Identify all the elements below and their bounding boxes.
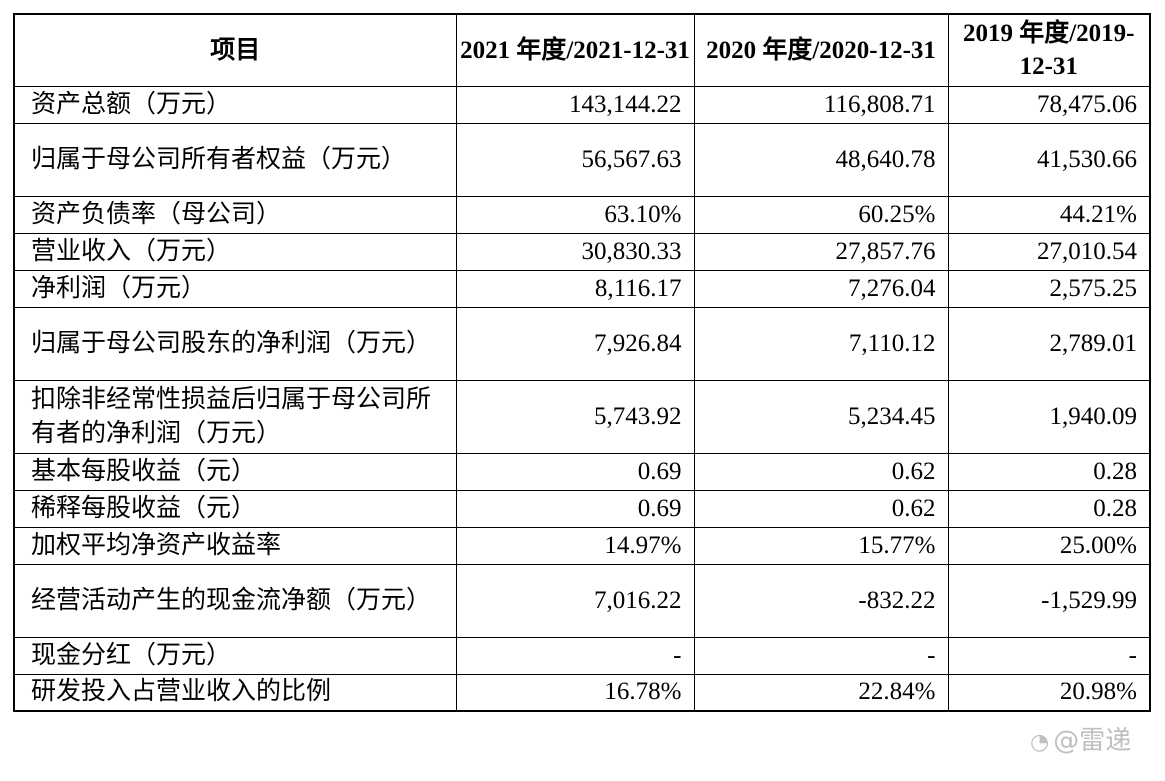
table-row: 营业收入（万元） 30,830.33 27,857.76 27,010.54 bbox=[13, 232, 1151, 271]
row-label: 研发投入占营业收入的比例 bbox=[13, 673, 457, 712]
value-2019: 44.21% bbox=[947, 195, 1151, 234]
row-label: 稀释每股收益（元） bbox=[13, 489, 457, 528]
header-item: 项目 bbox=[13, 13, 457, 87]
financial-summary-table: 项目 2021 年度/2021-12-31 2020 年度/2020-12-31… bbox=[13, 13, 1151, 712]
table-row: 经营活动产生的现金流净额（万元） 7,016.22 -832.22 -1,529… bbox=[13, 563, 1151, 638]
table-row: 净利润（万元） 8,116.17 7,276.04 2,575.25 bbox=[13, 269, 1151, 308]
table-row: 资产总额（万元） 143,144.22 116,808.71 78,475.06 bbox=[13, 85, 1151, 124]
row-label: 经营活动产生的现金流净额（万元） bbox=[13, 563, 457, 638]
value-2020: 48,640.78 bbox=[693, 122, 949, 197]
value-2021: 0.69 bbox=[455, 452, 695, 491]
row-label: 归属于母公司所有者权益（万元） bbox=[13, 122, 457, 197]
value-2020: 7,110.12 bbox=[693, 306, 949, 381]
value-2020: - bbox=[693, 636, 949, 675]
table-row: 归属于母公司所有者权益（万元） 56,567.63 48,640.78 41,5… bbox=[13, 122, 1151, 197]
value-2019: 25.00% bbox=[947, 526, 1151, 565]
header-2021: 2021 年度/2021-12-31 bbox=[455, 13, 695, 87]
value-2020: 27,857.76 bbox=[693, 232, 949, 271]
watermark: ◔ @雷递 bbox=[1030, 720, 1131, 757]
value-2019: 2,575.25 bbox=[947, 269, 1151, 308]
value-2020: 60.25% bbox=[693, 195, 949, 234]
row-label: 净利润（万元） bbox=[13, 269, 457, 308]
table-row: 资产负债率（母公司） 63.10% 60.25% 44.21% bbox=[13, 195, 1151, 234]
value-2021: 8,116.17 bbox=[455, 269, 695, 308]
table-row: 加权平均净资产收益率 14.97% 15.77% 25.00% bbox=[13, 526, 1151, 565]
header-2020: 2020 年度/2020-12-31 bbox=[693, 13, 949, 87]
row-label: 资产总额（万元） bbox=[13, 85, 457, 124]
value-2021: 30,830.33 bbox=[455, 232, 695, 271]
table-header-row: 项目 2021 年度/2021-12-31 2020 年度/2020-12-31… bbox=[13, 13, 1151, 87]
row-label: 加权平均净资产收益率 bbox=[13, 526, 457, 565]
table-row: 研发投入占营业收入的比例 16.78% 22.84% 20.98% bbox=[13, 673, 1151, 712]
row-label: 现金分红（万元） bbox=[13, 636, 457, 675]
table-row: 基本每股收益（元） 0.69 0.62 0.28 bbox=[13, 452, 1151, 491]
value-2021: 16.78% bbox=[455, 673, 695, 712]
value-2020: 0.62 bbox=[693, 452, 949, 491]
value-2020: 0.62 bbox=[693, 489, 949, 528]
row-label: 营业收入（万元） bbox=[13, 232, 457, 271]
value-2021: 0.69 bbox=[455, 489, 695, 528]
value-2021: 5,743.92 bbox=[455, 379, 695, 454]
row-label: 归属于母公司股东的净利润（万元） bbox=[13, 306, 457, 381]
value-2021: 7,926.84 bbox=[455, 306, 695, 381]
value-2020: -832.22 bbox=[693, 563, 949, 638]
value-2019: 78,475.06 bbox=[947, 85, 1151, 124]
value-2019: 20.98% bbox=[947, 673, 1151, 712]
header-2019: 2019 年度/2019-12-31 bbox=[947, 13, 1151, 87]
value-2019: 27,010.54 bbox=[947, 232, 1151, 271]
value-2020: 7,276.04 bbox=[693, 269, 949, 308]
value-2020: 15.77% bbox=[693, 526, 949, 565]
value-2021: 7,016.22 bbox=[455, 563, 695, 638]
value-2020: 116,808.71 bbox=[693, 85, 949, 124]
value-2021: 14.97% bbox=[455, 526, 695, 565]
row-label: 基本每股收益（元） bbox=[13, 452, 457, 491]
table-row: 扣除非经常性损益后归属于母公司所有者的净利润（万元） 5,743.92 5,23… bbox=[13, 379, 1151, 454]
weibo-icon: ◔ bbox=[1030, 730, 1050, 755]
value-2021: 63.10% bbox=[455, 195, 695, 234]
watermark-text: @雷递 bbox=[1053, 726, 1132, 756]
value-2020: 5,234.45 bbox=[693, 379, 949, 454]
value-2019: 41,530.66 bbox=[947, 122, 1151, 197]
value-2021: - bbox=[455, 636, 695, 675]
value-2019: 1,940.09 bbox=[947, 379, 1151, 454]
table-row: 归属于母公司股东的净利润（万元） 7,926.84 7,110.12 2,789… bbox=[13, 306, 1151, 381]
value-2019: -1,529.99 bbox=[947, 563, 1151, 638]
value-2019: 0.28 bbox=[947, 489, 1151, 528]
value-2019: 0.28 bbox=[947, 452, 1151, 491]
row-label: 扣除非经常性损益后归属于母公司所有者的净利润（万元） bbox=[13, 379, 457, 454]
value-2019: 2,789.01 bbox=[947, 306, 1151, 381]
value-2021: 56,567.63 bbox=[455, 122, 695, 197]
value-2020: 22.84% bbox=[693, 673, 949, 712]
value-2021: 143,144.22 bbox=[455, 85, 695, 124]
table-row: 现金分红（万元） - - - bbox=[13, 636, 1151, 675]
value-2019: - bbox=[947, 636, 1151, 675]
table-row: 稀释每股收益（元） 0.69 0.62 0.28 bbox=[13, 489, 1151, 528]
row-label: 资产负债率（母公司） bbox=[13, 195, 457, 234]
